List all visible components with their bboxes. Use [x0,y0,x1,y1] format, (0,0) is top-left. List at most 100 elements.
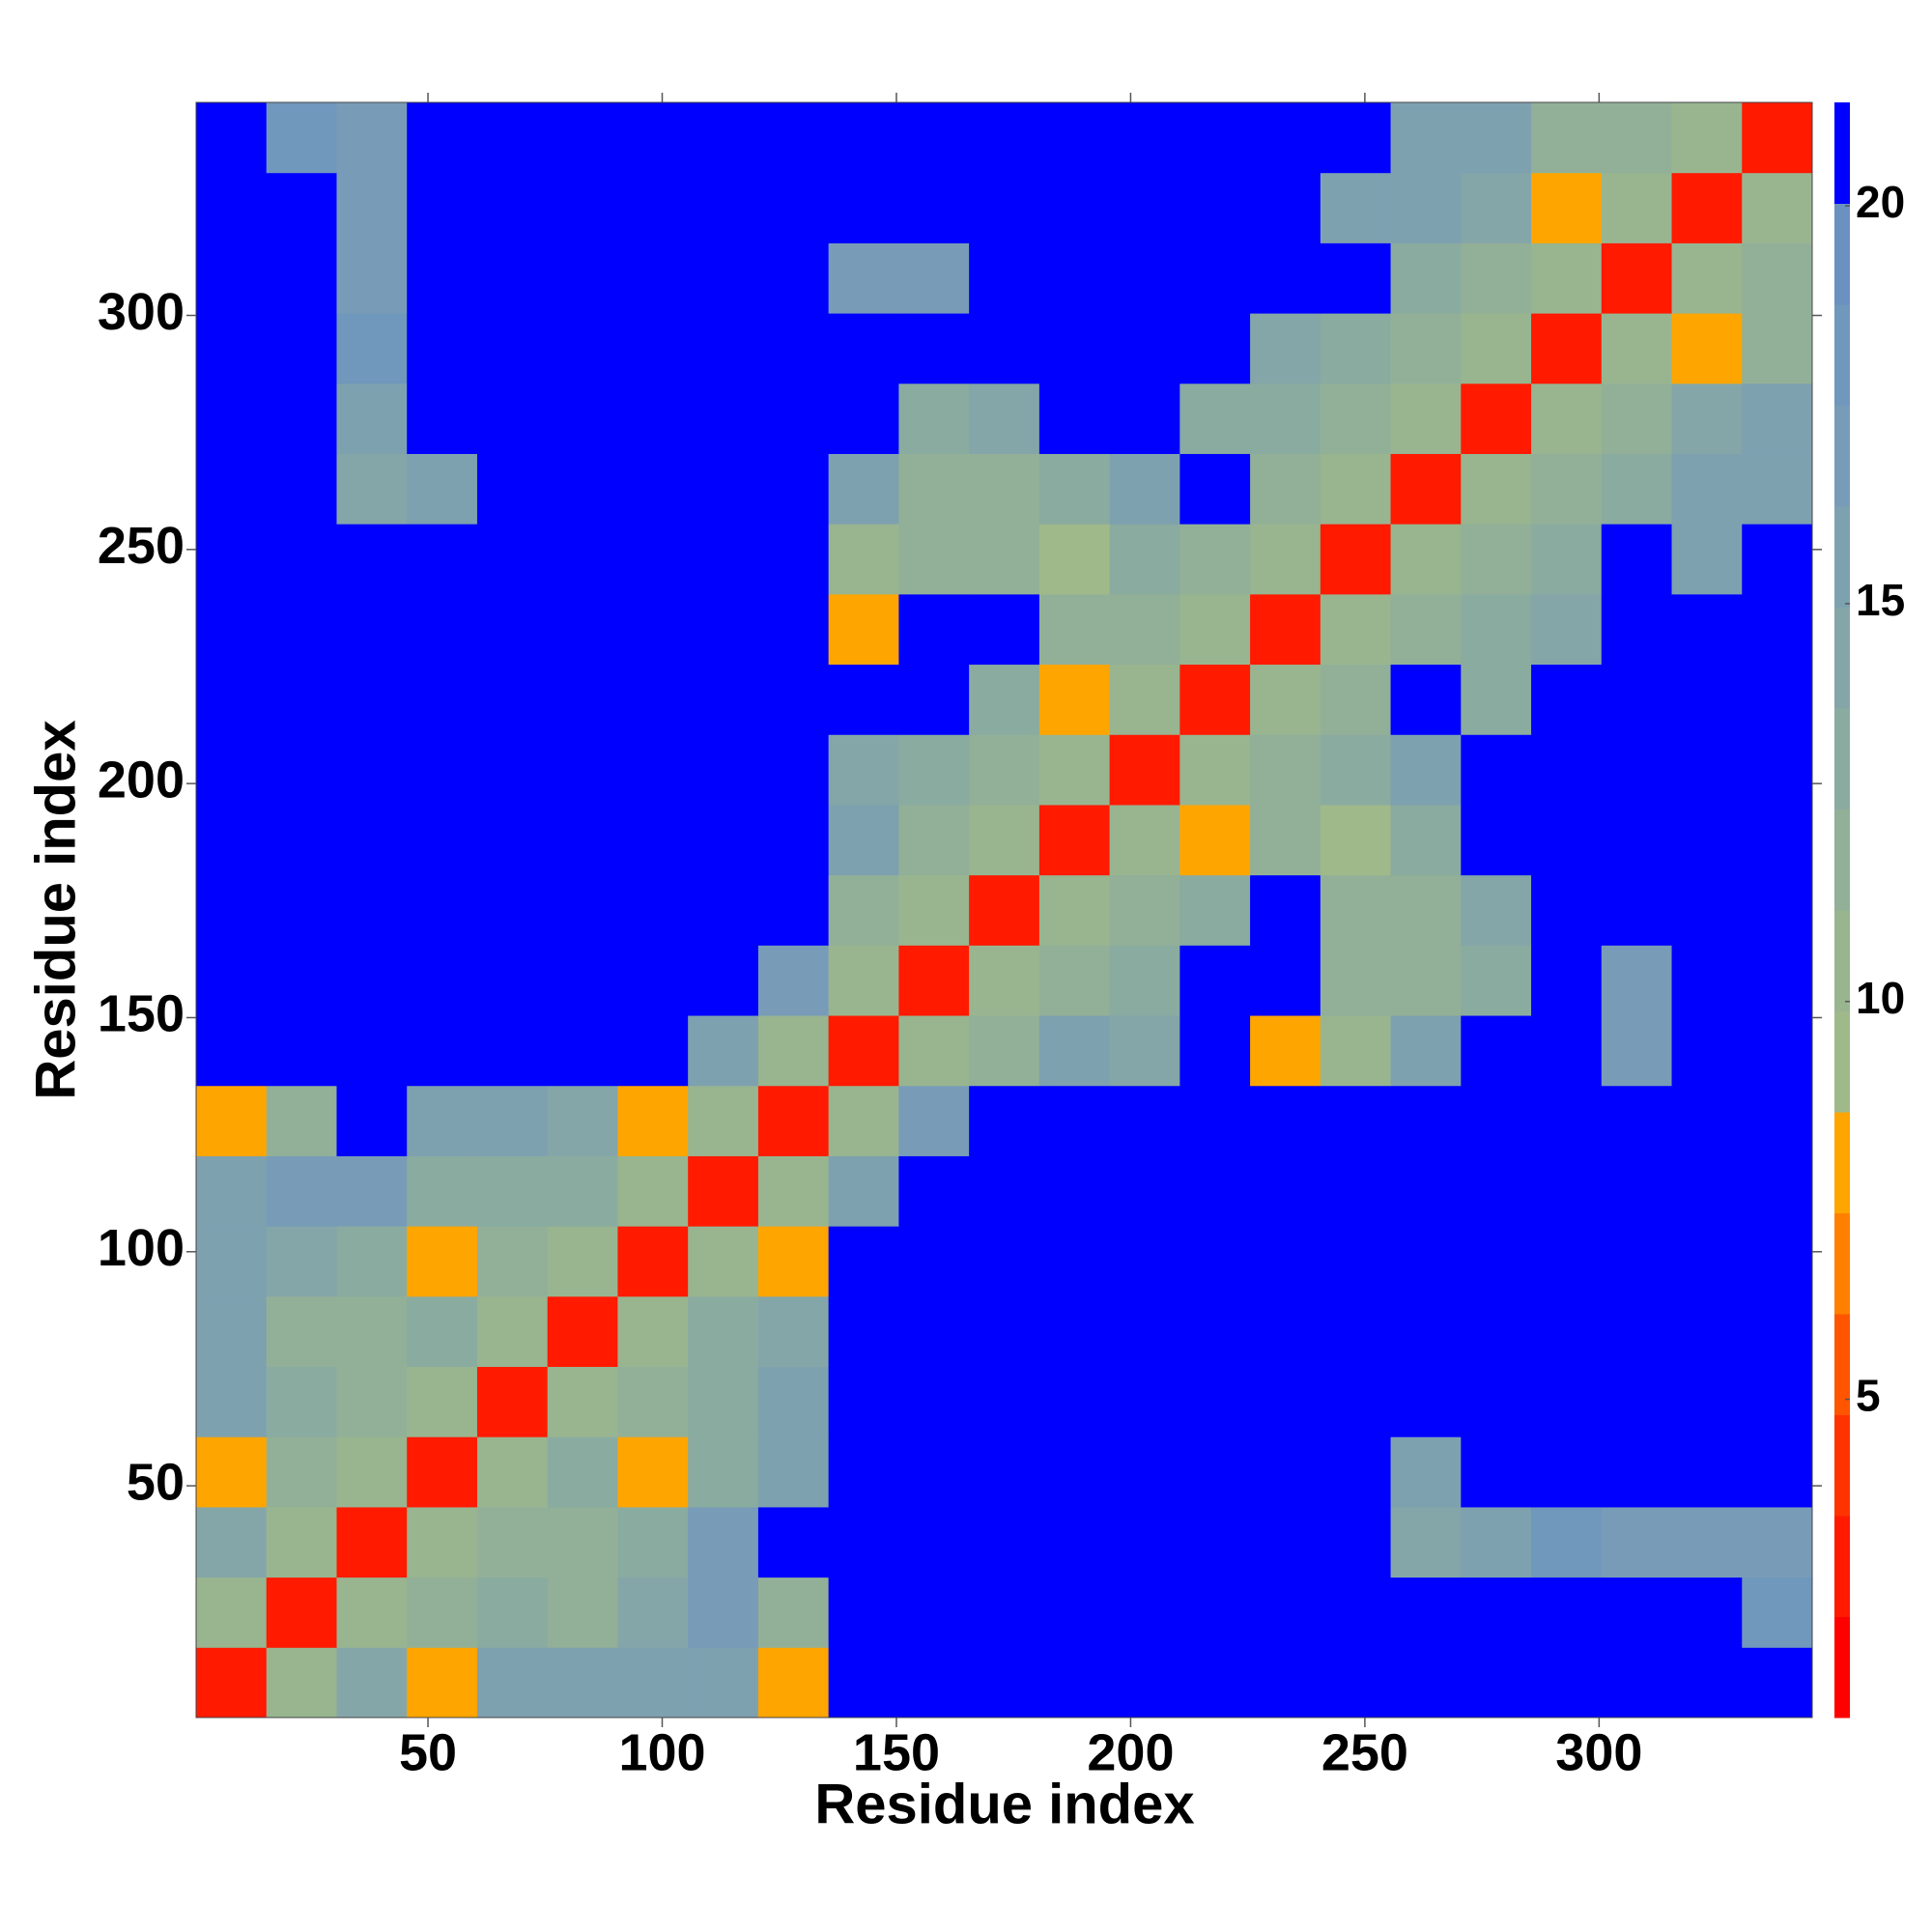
heatmap-cell [1179,172,1251,243]
colorbar-segment [1834,910,1850,1011]
heatmap-cell [1179,102,1251,174]
heatmap-cell [1531,1366,1603,1437]
heatmap-cell [1038,1015,1111,1087]
heatmap-cell [196,383,268,454]
heatmap-cell [1038,1366,1111,1437]
heatmap-cell [1742,453,1813,525]
heatmap-cell [1671,313,1743,384]
heatmap-cell [1390,102,1462,174]
heatmap-cell [1109,1015,1180,1087]
heatmap-cell [688,1015,759,1087]
heatmap-cell [1671,1506,1743,1578]
heatmap-cell [407,874,478,946]
heatmap-cell [969,1647,1040,1719]
heatmap-cell [757,242,830,314]
heatmap-cell [1601,1436,1673,1508]
heatmap-cell [1109,1436,1180,1508]
heatmap-cell [1250,1366,1321,1437]
heatmap-cell [1531,242,1603,314]
heatmap-cell [1320,874,1392,946]
heatmap-cell [547,874,618,946]
heatmap-cell [266,1577,337,1648]
heatmap-cell [266,1226,337,1297]
heatmap-cell [1390,664,1462,735]
heatmap-cell [898,874,970,946]
heatmap-cell [547,593,618,666]
heatmap-cell [828,1085,899,1156]
heatmap-cell [1671,1366,1743,1437]
heatmap-cell [1390,804,1462,876]
heatmap-cell [617,1506,689,1578]
heatmap-cell [1671,1226,1743,1297]
heatmap-cell [1109,1085,1180,1156]
heatmap-cell [1250,524,1321,595]
heatmap-cell [1461,1436,1532,1508]
heatmap-cell [1671,804,1743,876]
heatmap-cell [266,453,337,525]
heatmap-cell [266,313,337,384]
heatmap-cell [196,804,268,876]
heatmap-cell [407,804,478,876]
heatmap-cell [407,1436,478,1508]
heatmap-cell [1320,1366,1392,1437]
colorbar-segment [1834,708,1850,810]
heatmap-cell [1038,1155,1111,1227]
heatmap-cell [969,1295,1040,1368]
heatmap-cell [1531,313,1603,384]
heatmap-cell [757,874,830,946]
heatmap-cell [476,593,549,666]
heatmap-cell [1250,1577,1321,1648]
heatmap-cell [336,383,408,454]
heatmap-cell [1742,945,1813,1016]
heatmap-cell [1179,734,1251,806]
heatmap-cell [898,804,970,876]
heatmap-cell [1390,1085,1462,1156]
heatmap-cell [1742,593,1813,666]
heatmap-cell [757,383,830,454]
heatmap-cell [1179,945,1251,1016]
heatmap-cell [547,945,618,1016]
heatmap-cell [898,1295,970,1368]
heatmap-cell [196,1085,268,1156]
heatmap-cell [969,1577,1040,1648]
heatmap-cell [617,1577,689,1648]
heatmap-cell [547,383,618,454]
heatmap-cell [1742,1085,1813,1156]
heatmap-cell [1179,383,1251,454]
heatmap-cell [1671,593,1743,666]
heatmap-cell [1742,524,1813,595]
heatmap-cell [1109,664,1180,735]
heatmap-cell [898,172,970,243]
heatmap-cell [266,524,337,595]
heatmap-cell [476,1085,549,1156]
heatmap-cell [1320,1085,1392,1156]
heatmap-cell [1671,172,1743,243]
heatmap-cell [1531,1085,1603,1156]
heatmap-cell [336,524,408,595]
heatmap-cell [828,313,899,384]
heatmap-cell [547,453,618,525]
heatmap-cell [1109,874,1180,946]
heatmap-cell [407,1506,478,1578]
heatmap-cell [1742,1436,1813,1508]
heatmap-cell [196,524,268,595]
heatmap-cell [1390,1155,1462,1227]
heatmap-cell [828,1155,899,1227]
heatmap-cell [688,313,759,384]
heatmap-cell [828,1015,899,1087]
heatmap-cell [1461,1226,1532,1297]
heatmap-cell [688,1436,759,1508]
colorbar-segment [1834,506,1850,608]
heatmap-cell [1601,1085,1673,1156]
heatmap-cell [1742,1226,1813,1297]
heatmap-cell [617,664,689,735]
heatmap-cell [1109,524,1180,595]
heatmap-cell [828,1295,899,1368]
heatmap-cell [1109,1226,1180,1297]
heatmap-cell [1179,1647,1251,1719]
heatmap-cell [266,734,337,806]
heatmap-cell [757,102,830,174]
heatmap-cell [898,1366,970,1437]
heatmap-cell [196,102,268,174]
heatmap-cell [196,172,268,243]
